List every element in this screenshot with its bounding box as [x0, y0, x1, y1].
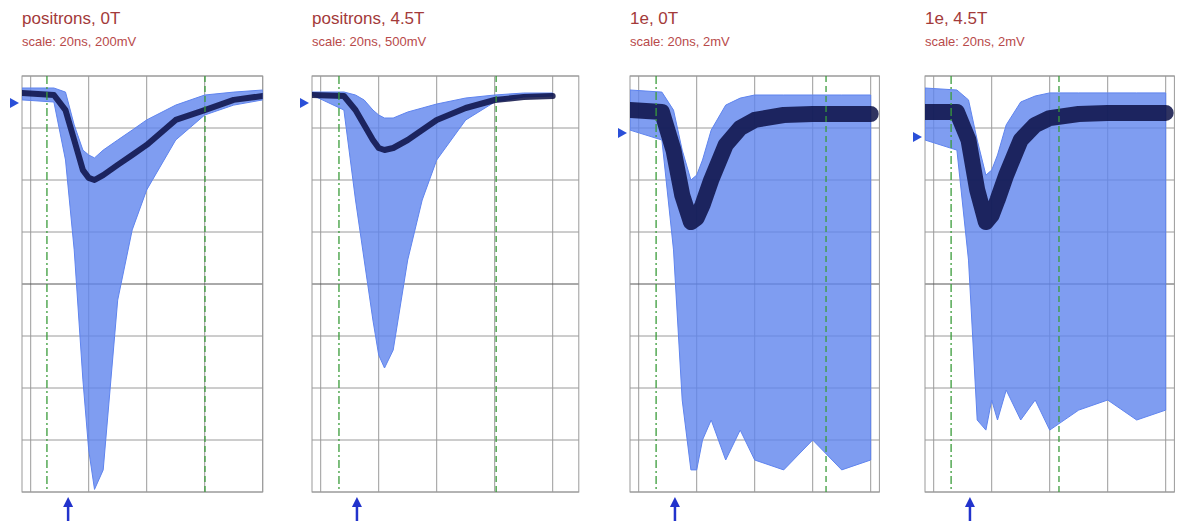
ground-marker: [618, 128, 627, 138]
grid-line: [925, 440, 1174, 441]
data-group: [925, 76, 1166, 492]
cursor-line: [338, 76, 339, 492]
grid-line: [22, 284, 263, 285]
cursor-line: [950, 76, 951, 492]
arrow-shaft: [969, 505, 972, 521]
grid-line: [312, 180, 579, 181]
data-group: [22, 76, 263, 492]
grid-line: [312, 388, 579, 389]
grid-line: [22, 388, 263, 389]
mean-trace: [925, 112, 1166, 222]
panel-subtitle: scale: 20ns, 200mV: [22, 34, 137, 49]
panel-subtitle: scale: 20ns, 2mV: [925, 34, 1025, 49]
panel: 1e, 4.5T scale: 20ns, 2mV: [913, 9, 1174, 521]
mean-trace: [22, 93, 263, 180]
arrow-shaft: [356, 505, 359, 521]
ground-marker: [300, 98, 309, 108]
arrow-head: [965, 497, 975, 507]
trigger-arrow: [965, 497, 975, 521]
panel: 1e, 0T scale: 20ns, 2mV: [618, 9, 879, 521]
data-group: [312, 76, 553, 492]
plot-frame: [22, 76, 263, 492]
panel: positrons, 4.5T scale: 20ns, 500mV: [300, 9, 579, 521]
figure: positrons, 0Tscale: 20ns, 200mVpositrons…: [0, 0, 1194, 525]
trigger-arrow: [670, 497, 680, 521]
arrow-head: [352, 497, 362, 507]
trigger-arrow: [63, 497, 73, 521]
cursor-line: [655, 76, 656, 492]
cursor-line: [1058, 76, 1059, 492]
grid-line: [22, 336, 263, 337]
panel-title: 1e, 4.5T: [925, 9, 987, 28]
ground-marker: [10, 98, 19, 108]
grid-line: [22, 232, 263, 233]
trigger-arrow: [352, 497, 362, 521]
cursor-line: [495, 76, 496, 492]
envelope-area: [925, 88, 1166, 430]
panel-subtitle: scale: 20ns, 2mV: [630, 34, 730, 49]
grid-line: [312, 336, 579, 337]
grid-line: [312, 440, 579, 441]
cursor-line: [204, 76, 205, 492]
envelope-area: [22, 88, 263, 489]
mean-trace: [630, 110, 871, 222]
plot-frame: [925, 76, 1174, 492]
panel-subtitle: scale: 20ns, 500mV: [312, 34, 427, 49]
mean-trace: [312, 95, 553, 150]
panel-title: 1e, 0T: [630, 9, 678, 28]
grid-line: [312, 284, 579, 285]
panel-title: positrons, 4.5T: [312, 9, 424, 28]
envelope-area: [312, 92, 553, 368]
panel: positrons, 0T scale: 20ns, 200mV: [10, 9, 263, 521]
plot-frame: [312, 76, 579, 492]
ground-marker: [913, 132, 922, 142]
arrow-shaft: [67, 505, 70, 521]
cursor-line: [46, 76, 47, 492]
arrow-head: [63, 497, 73, 507]
panel-title: positrons, 0T: [22, 9, 120, 28]
data-group: [630, 76, 871, 492]
arrow-shaft: [674, 505, 677, 521]
arrow-head: [670, 497, 680, 507]
grid-line: [22, 440, 263, 441]
grid-line: [312, 232, 579, 233]
envelope-area: [630, 90, 871, 470]
plot-frame: [630, 76, 879, 492]
cursor-line: [825, 76, 826, 492]
